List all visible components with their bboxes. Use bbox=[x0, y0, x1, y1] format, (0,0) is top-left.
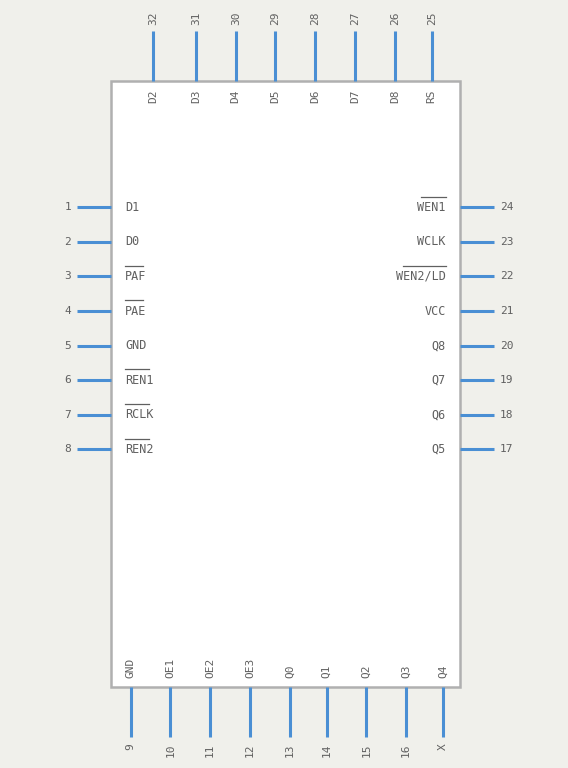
Text: 32: 32 bbox=[148, 11, 158, 25]
Text: Q8: Q8 bbox=[432, 339, 446, 352]
Text: Q3: Q3 bbox=[401, 664, 411, 678]
Text: Q2: Q2 bbox=[361, 664, 371, 678]
Text: 24: 24 bbox=[500, 202, 513, 213]
Text: PAF: PAF bbox=[125, 270, 147, 283]
Text: Q4: Q4 bbox=[438, 664, 448, 678]
Text: D6: D6 bbox=[310, 90, 320, 104]
Text: 5: 5 bbox=[64, 340, 71, 351]
Text: Q0: Q0 bbox=[285, 664, 295, 678]
Text: 1: 1 bbox=[64, 202, 71, 213]
Text: 6: 6 bbox=[64, 375, 71, 386]
Text: OE1: OE1 bbox=[165, 658, 176, 678]
Text: 15: 15 bbox=[361, 743, 371, 757]
Text: 26: 26 bbox=[390, 11, 400, 25]
Text: 20: 20 bbox=[500, 340, 513, 351]
Text: REN2: REN2 bbox=[125, 443, 153, 455]
Text: Q5: Q5 bbox=[432, 443, 446, 455]
Text: 8: 8 bbox=[64, 444, 71, 455]
Text: 7: 7 bbox=[64, 409, 71, 420]
Text: RCLK: RCLK bbox=[125, 409, 153, 421]
Text: 3: 3 bbox=[64, 271, 71, 282]
Text: 18: 18 bbox=[500, 409, 513, 420]
Text: OE2: OE2 bbox=[205, 658, 215, 678]
Text: D5: D5 bbox=[270, 90, 281, 104]
Text: 12: 12 bbox=[245, 743, 255, 757]
Text: WCLK: WCLK bbox=[417, 236, 446, 248]
Text: 30: 30 bbox=[231, 11, 241, 25]
Text: 31: 31 bbox=[191, 11, 201, 25]
Text: RS: RS bbox=[427, 90, 437, 104]
Text: 10: 10 bbox=[165, 743, 176, 757]
Text: D3: D3 bbox=[191, 90, 201, 104]
Text: D2: D2 bbox=[148, 90, 158, 104]
Text: 9: 9 bbox=[126, 743, 136, 750]
Text: 4: 4 bbox=[64, 306, 71, 316]
Text: 23: 23 bbox=[500, 237, 513, 247]
Text: 21: 21 bbox=[500, 306, 513, 316]
Text: D8: D8 bbox=[390, 90, 400, 104]
Text: 28: 28 bbox=[310, 11, 320, 25]
Text: Q7: Q7 bbox=[432, 374, 446, 386]
Text: 2: 2 bbox=[64, 237, 71, 247]
Text: 13: 13 bbox=[285, 743, 295, 757]
Text: 19: 19 bbox=[500, 375, 513, 386]
Text: REN1: REN1 bbox=[125, 374, 153, 386]
Text: GND: GND bbox=[126, 658, 136, 678]
Text: 27: 27 bbox=[350, 11, 360, 25]
Text: 25: 25 bbox=[427, 11, 437, 25]
Text: D4: D4 bbox=[231, 90, 241, 104]
Text: 22: 22 bbox=[500, 271, 513, 282]
Text: WEN2/LD: WEN2/LD bbox=[396, 270, 446, 283]
Text: X: X bbox=[438, 743, 448, 750]
Text: D7: D7 bbox=[350, 90, 360, 104]
Text: 16: 16 bbox=[401, 743, 411, 757]
Text: Q1: Q1 bbox=[321, 664, 332, 678]
Text: PAE: PAE bbox=[125, 305, 147, 317]
Text: 11: 11 bbox=[205, 743, 215, 757]
Text: 14: 14 bbox=[321, 743, 332, 757]
Text: WEN1: WEN1 bbox=[417, 201, 446, 214]
Text: GND: GND bbox=[125, 339, 147, 352]
Text: Q6: Q6 bbox=[432, 409, 446, 421]
Text: D0: D0 bbox=[125, 236, 139, 248]
Text: VCC: VCC bbox=[424, 305, 446, 317]
Text: 17: 17 bbox=[500, 444, 513, 455]
Text: OE3: OE3 bbox=[245, 658, 255, 678]
Text: D1: D1 bbox=[125, 201, 139, 214]
Text: 29: 29 bbox=[270, 11, 281, 25]
Bar bbox=[111, 81, 460, 687]
